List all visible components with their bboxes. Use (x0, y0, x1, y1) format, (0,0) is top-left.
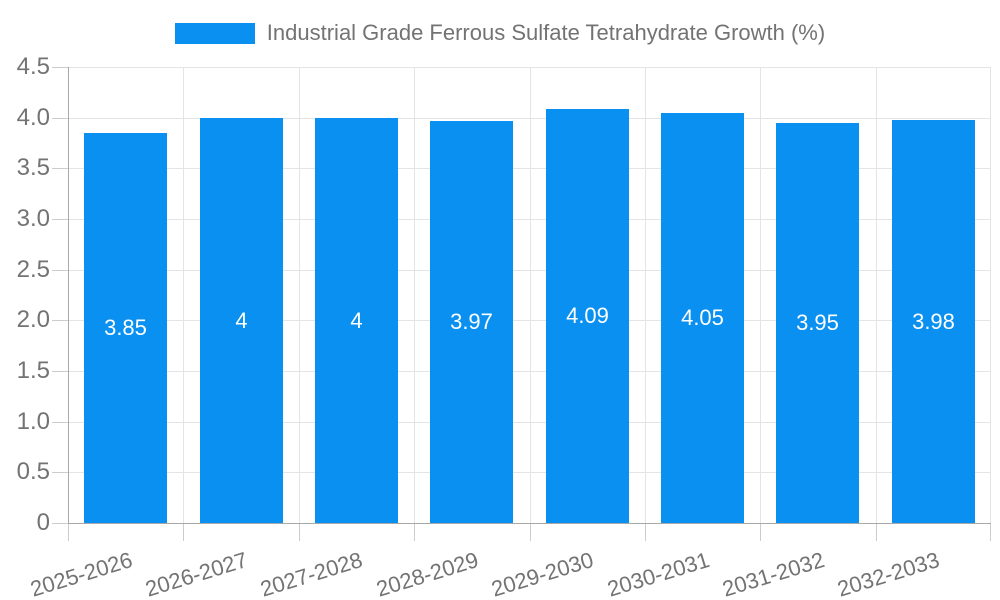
y-axis-tick (52, 118, 68, 119)
bar: 4.05 (661, 113, 744, 523)
bar: 3.95 (776, 123, 859, 523)
bar-value-label: 4 (350, 307, 363, 333)
bar: 4.09 (546, 109, 629, 523)
bar-value-label: 4.05 (681, 305, 724, 330)
plot-area: 3.85 4 4 3.97 4.09 4.05 3.95 3.98 (68, 67, 991, 524)
gridline-horizontal (68, 371, 991, 372)
gridline-horizontal (68, 67, 991, 68)
y-axis-tick (52, 219, 68, 220)
gridline-horizontal (68, 320, 991, 321)
y-axis-line (68, 67, 69, 523)
y-tick-label: 2.0 (16, 306, 50, 333)
gridline-horizontal (68, 219, 991, 220)
bar-value-label: 3.98 (912, 308, 955, 334)
x-axis-tick (760, 524, 761, 541)
legend-label: Industrial Grade Ferrous Sulfate Tetrahy… (266, 20, 826, 45)
y-tick-label: 4.0 (16, 104, 50, 131)
bar: 3.85 (84, 133, 167, 523)
y-axis-tick (52, 270, 68, 271)
gridline-vertical (760, 67, 761, 523)
y-axis-tick (52, 320, 68, 321)
gridline-vertical (414, 67, 415, 523)
gridline-vertical (876, 67, 877, 523)
y-axis-tick (52, 67, 68, 68)
y-tick-label: 1.5 (16, 357, 50, 384)
bar-value-label: 3.97 (450, 309, 493, 334)
y-tick-label: 3.5 (16, 154, 50, 181)
y-axis-tick (52, 422, 68, 423)
x-axis-tick (68, 524, 69, 541)
bar-value-label: 4 (235, 307, 248, 333)
x-axis-tick (183, 524, 184, 541)
x-axis-tick (414, 524, 415, 541)
gridline-horizontal (68, 422, 991, 423)
gridline-horizontal (68, 118, 991, 119)
y-tick-label: 0 (36, 509, 50, 536)
y-axis-tick (52, 371, 68, 372)
gridline-vertical (530, 67, 531, 523)
y-tick-label: 3.0 (16, 205, 50, 232)
x-axis-tick (530, 524, 531, 541)
legend: Industrial Grade Ferrous Sulfate Tetrahy… (0, 17, 1000, 49)
y-axis-tick (52, 168, 68, 169)
bar-value-label: 4.09 (566, 303, 609, 328)
gridline-horizontal (68, 472, 991, 473)
bar-value-label: 3.85 (104, 315, 147, 340)
y-axis-tick (52, 472, 68, 473)
x-axis-tick (645, 524, 646, 541)
bar: 3.97 (430, 121, 513, 523)
x-axis-line (68, 523, 991, 524)
y-tick-label: 0.5 (16, 458, 50, 485)
bar: 4 (200, 118, 283, 523)
bar-value-label: 3.95 (796, 310, 839, 335)
y-tick-label: 4.5 (16, 53, 50, 80)
gridline-vertical (299, 67, 300, 523)
gridline-horizontal (68, 270, 991, 271)
gridline-vertical (990, 67, 991, 523)
y-tick-label: 1.0 (16, 408, 50, 435)
y-tick-label: 2.5 (16, 256, 50, 283)
y-axis-tick (52, 523, 68, 524)
x-axis-tick (299, 524, 300, 541)
x-axis-tick (876, 524, 877, 541)
bar: 3.98 (892, 120, 975, 523)
gridline-vertical (183, 67, 184, 523)
bar: 4 (315, 118, 398, 523)
gridline-horizontal (68, 168, 991, 169)
legend-swatch (174, 22, 255, 44)
x-axis-tick (990, 524, 991, 541)
gridline-vertical (645, 67, 646, 523)
